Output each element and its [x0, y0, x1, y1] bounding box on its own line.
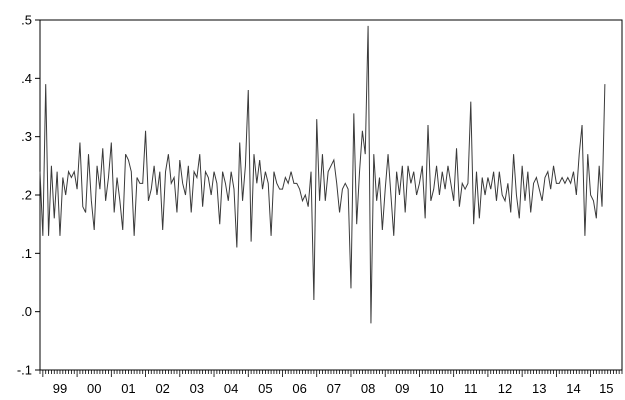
y-axis: .5 .4 .3 .2 .1 .0 -.1 — [17, 13, 40, 378]
x-tick-label: 13 — [532, 381, 546, 396]
x-tick-label: 10 — [429, 381, 443, 396]
y-tick-label: .4 — [21, 71, 32, 86]
x-tick-label: 09 — [395, 381, 409, 396]
x-tick-label: 12 — [498, 381, 512, 396]
x-tick-label: 05 — [258, 381, 272, 396]
x-axis: 99 00 01 02 03 04 05 06 07 08 09 10 11 12 13 14 15 — [39, 370, 623, 396]
x-tick-label: 00 — [87, 381, 101, 396]
x-tick-label: 11 — [464, 381, 478, 396]
y-tick-label: -.1 — [17, 363, 32, 378]
y-tick-label: .5 — [21, 13, 32, 28]
y-tick-label: .1 — [21, 246, 32, 261]
x-tick-label: 06 — [292, 381, 306, 396]
x-tick-label: 14 — [566, 381, 580, 396]
x-tick-label: 15 — [599, 381, 613, 396]
y-tick-label: .2 — [21, 188, 32, 203]
y-tick-label: .0 — [21, 304, 32, 319]
x-tick-label: 08 — [361, 381, 375, 396]
x-tick-label: 99 — [53, 381, 67, 396]
x-tick-label: 02 — [155, 381, 169, 396]
x-tick-label: 07 — [327, 381, 341, 396]
x-tick-label: 01 — [121, 381, 135, 396]
plot-frame — [39, 19, 623, 371]
y-tick-label: .3 — [21, 129, 32, 144]
series-line — [39, 25, 606, 324]
x-tick-label: 03 — [190, 381, 204, 396]
x-tick-label: 04 — [224, 381, 238, 396]
